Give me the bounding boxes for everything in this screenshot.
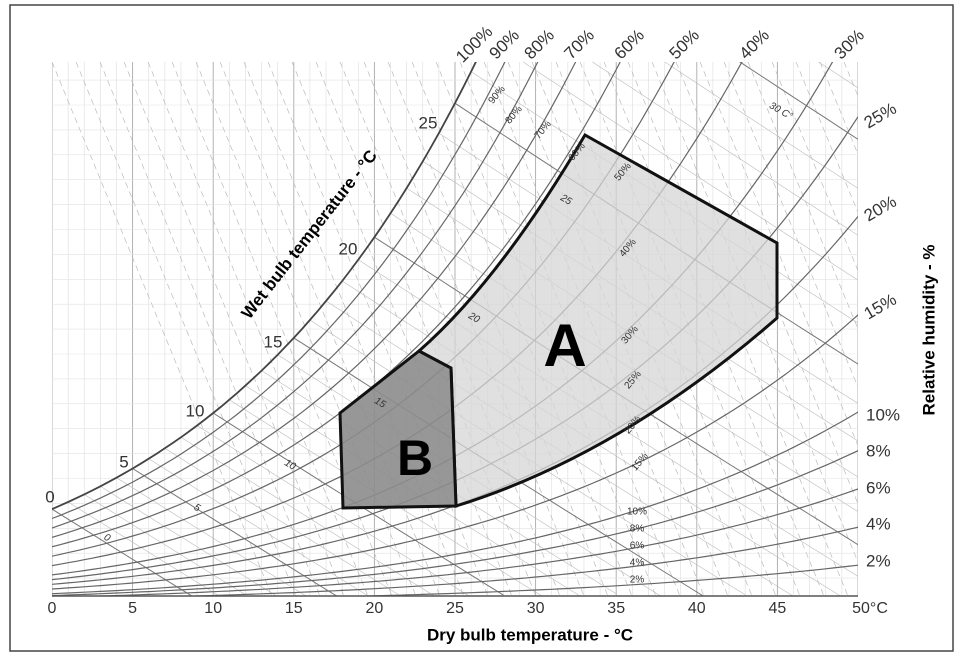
rh-inner-label: 2% — [630, 575, 645, 586]
x-tick-label: 25 — [446, 600, 464, 617]
wet-bulb-inner-label: 0 — [102, 532, 113, 545]
x-tick-label: 35 — [607, 600, 625, 617]
rh-inner-label: 15% — [629, 451, 650, 473]
rh-right-label: 2% — [866, 551, 891, 570]
zone-a — [416, 132, 779, 509]
wet-bulb-line — [196, 425, 470, 596]
rh-curve — [52, 62, 577, 538]
enthalpy-line — [940, 62, 963, 596]
rh-right-label: 10% — [866, 405, 900, 424]
enthalpy-line — [843, 62, 858, 97]
wet-bulb-line — [132, 468, 338, 596]
rh-title: Relative humidity - % — [919, 245, 938, 416]
zone-b — [338, 349, 458, 510]
rh-curve — [175, 526, 858, 596]
wet-bulb-inner-label: 10 — [282, 458, 298, 473]
rh-inner-label: 4% — [630, 558, 645, 569]
rh-top-label: 60% — [611, 26, 648, 63]
enthalpy-line — [411, 62, 633, 596]
enthalpy-line — [291, 62, 513, 596]
wet-bulb-inner-label: 5 — [192, 502, 203, 515]
zone-label: B — [397, 430, 433, 486]
x-tick-label: 50°C — [852, 600, 888, 617]
rh-curve — [52, 62, 621, 548]
x-tick-label: 10 — [204, 600, 222, 617]
rh-curve — [52, 314, 858, 590]
enthalpy-line — [363, 62, 585, 596]
enthalpy-line — [123, 62, 345, 596]
wet-bulb-line — [67, 501, 220, 596]
enthalpy-line — [579, 62, 801, 596]
enthalpy-line — [603, 62, 825, 596]
rh-right-label: 25% — [861, 99, 900, 132]
x-tick-label: 30 — [527, 600, 545, 617]
wet-bulb-line — [84, 494, 246, 596]
enthalpy-line — [75, 62, 297, 596]
wet-bulb-line — [52, 508, 193, 596]
rh-top-label: 50% — [666, 26, 703, 63]
x-tick-label: 45 — [769, 600, 787, 617]
x-tick-label: 5 — [128, 600, 137, 617]
rh-inner-label: 8% — [630, 524, 645, 535]
wet-bulb-line — [817, 62, 858, 89]
enthalpy-line — [52, 62, 273, 596]
wet-bulb-label: 20 — [339, 239, 358, 258]
enthalpy-line — [627, 62, 849, 596]
rh-top-label: 70% — [561, 26, 598, 63]
enthalpy-line — [435, 62, 657, 596]
wet-bulb-line — [148, 458, 369, 596]
wet-bulb-inner-label: 20 — [465, 310, 481, 326]
x-tick-label: 20 — [366, 600, 384, 617]
wet-bulb-line — [591, 62, 858, 236]
wet-bulb-label: 25 — [419, 113, 438, 132]
rh-curve — [52, 62, 477, 510]
enthalpy-line — [483, 62, 705, 596]
rh-curve — [52, 450, 858, 596]
rh-right-label: 6% — [866, 478, 891, 497]
rh-curve — [52, 62, 506, 520]
enthalpy-line — [339, 62, 561, 596]
x-tick-label: 40 — [688, 600, 706, 617]
wet-bulb-label: 0 — [45, 487, 54, 506]
rh-right-label: 15% — [861, 290, 900, 323]
rh-curve — [52, 62, 539, 529]
rh-inner-label: 6% — [630, 541, 645, 552]
enthalpy-line — [147, 62, 369, 596]
frame — [9, 4, 954, 652]
rh-curve — [52, 411, 858, 595]
rh-top-label: 30% — [831, 26, 868, 63]
zone-label: A — [543, 312, 586, 379]
rh-top-label: 80% — [521, 26, 558, 63]
rh-inner-label: 10% — [627, 507, 647, 518]
x-tick-label: 15 — [285, 600, 303, 617]
wet-bulb-title: Wet bulb temperature - °C — [237, 146, 380, 322]
rh-right-label: 4% — [866, 514, 891, 533]
wet-bulb-label: 10 — [186, 401, 205, 420]
rh-curve — [346, 564, 858, 596]
rh-top-label: 40% — [736, 26, 773, 63]
enthalpy-line — [387, 62, 609, 596]
wet-bulb-label: 5 — [119, 452, 128, 471]
enthalpy-line — [507, 62, 729, 596]
wet-bulb-line — [664, 62, 858, 189]
enthalpy-line — [459, 62, 681, 596]
x-axis-title: Dry bulb temperature - °C — [427, 625, 633, 644]
wet-bulb-line — [100, 486, 277, 596]
rh-inner-label: 80% — [503, 104, 524, 126]
enthalpy-line — [651, 62, 858, 563]
wet-bulb-inner-label: 25 — [557, 192, 573, 208]
enthalpy-line — [555, 62, 777, 596]
wet-bulb-line — [739, 62, 858, 140]
wet-bulb-inner-label: 15 — [372, 396, 388, 411]
rh-right-label: 8% — [866, 441, 891, 460]
wet-bulb-label: 15 — [264, 332, 283, 351]
rh-inner-label: 90% — [486, 84, 507, 106]
rh-right-label: 20% — [861, 192, 900, 225]
x-tick-label: 0 — [48, 600, 57, 617]
enthalpy-line — [99, 62, 321, 596]
rh-curve — [81, 488, 858, 596]
enthalpy-line — [315, 62, 537, 596]
